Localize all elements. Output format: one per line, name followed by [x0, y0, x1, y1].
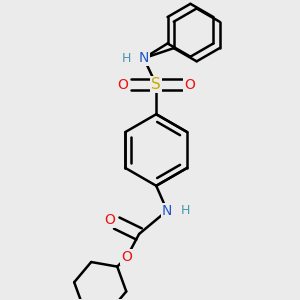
Text: O: O	[104, 213, 115, 227]
Text: N: N	[162, 204, 172, 218]
Text: O: O	[121, 250, 132, 264]
Text: H: H	[122, 52, 131, 65]
Text: S: S	[151, 77, 161, 92]
Text: O: O	[118, 78, 128, 92]
Text: N: N	[139, 51, 149, 65]
Text: H: H	[181, 204, 190, 217]
Text: O: O	[184, 78, 195, 92]
